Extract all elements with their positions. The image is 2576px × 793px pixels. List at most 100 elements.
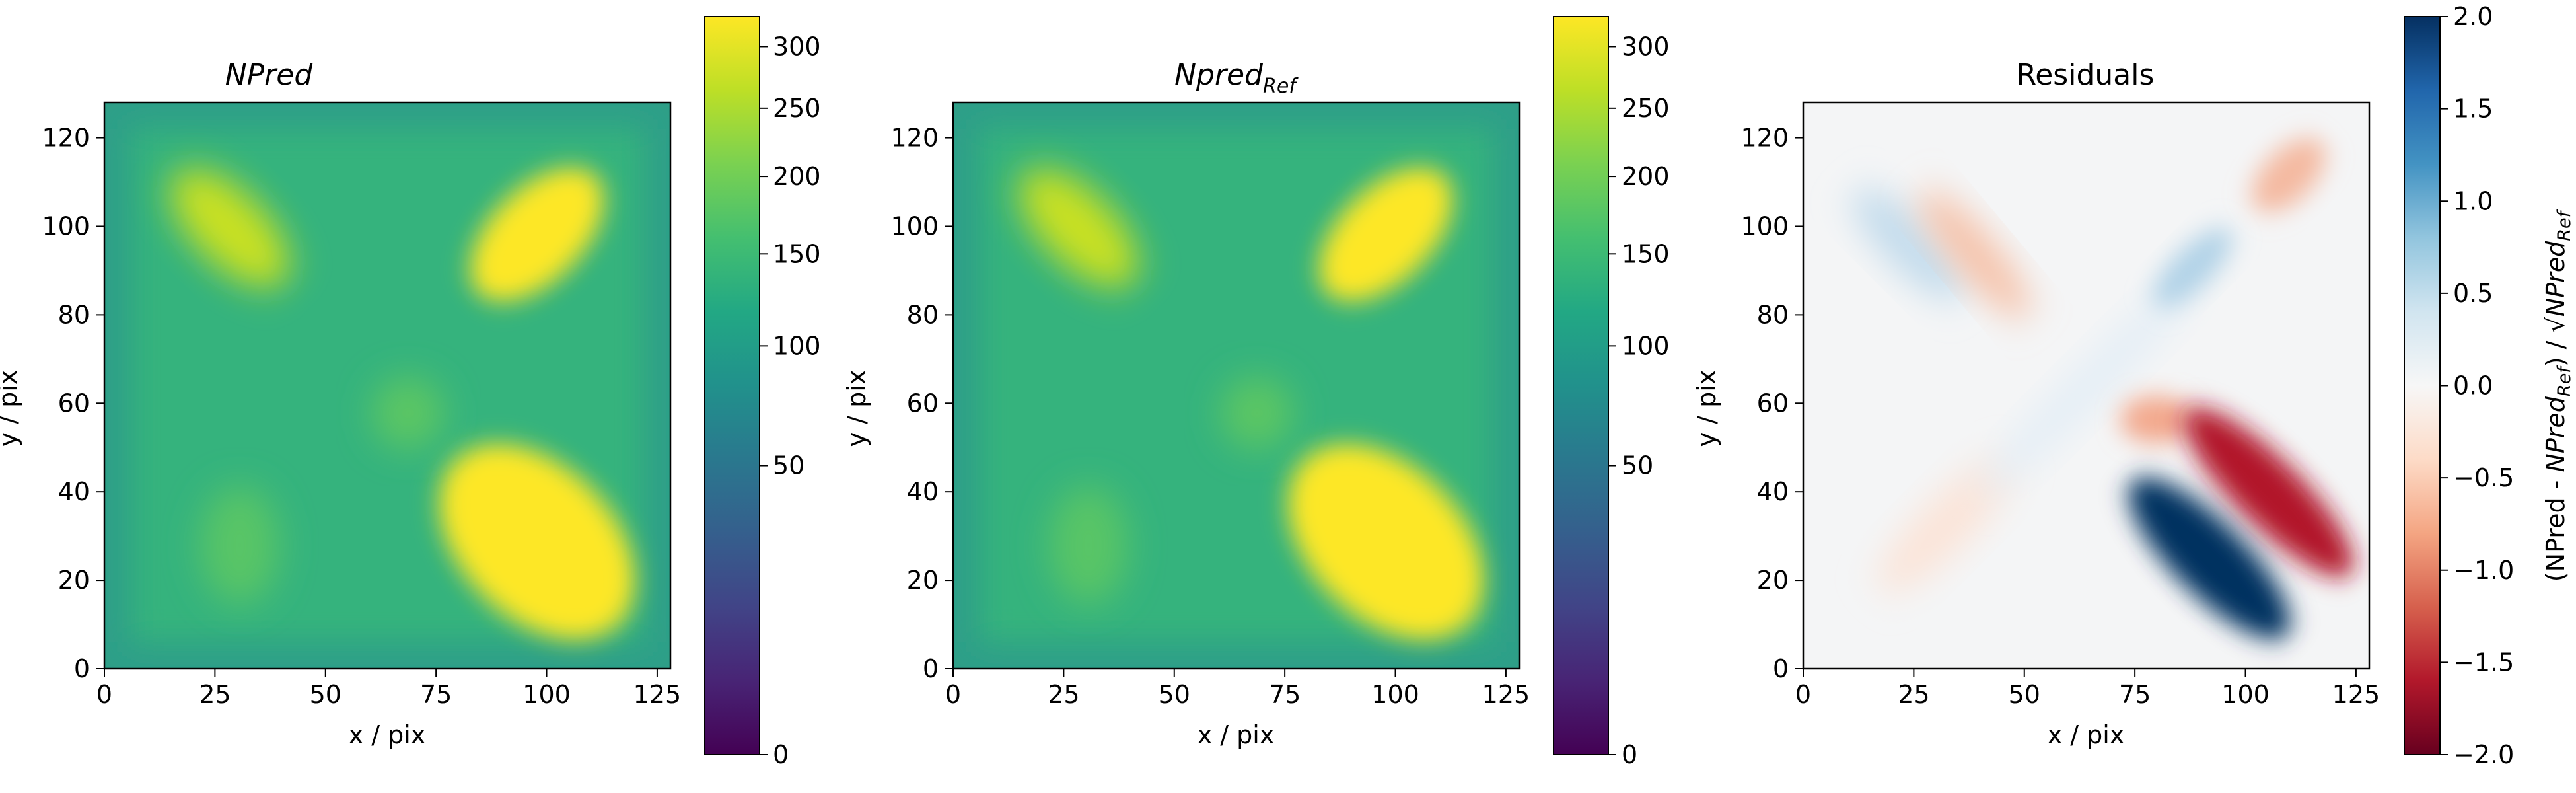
npred-ref-blob-upper-left [1019, 168, 1139, 288]
npred-faint-blob-center [372, 377, 445, 449]
npred-ref-heatmap [952, 101, 1521, 670]
residuals-negative-upper-left [1919, 190, 2031, 319]
residuals-colorbar: 2.0 1.5 1.0 0.5 0.0 −0.5 −1.0 −1.5 −2.0 [2404, 2, 2514, 769]
x-tick-label: 100 [522, 680, 571, 709]
y-tick-label: 60 [1757, 389, 1789, 418]
colorbar-tick-label: 2.0 [2453, 2, 2493, 31]
residuals-x-ticks: 0 25 50 75 100 125 [1795, 669, 2380, 709]
y-tick-label: 100 [42, 211, 90, 241]
x-tick-label: 50 [1159, 680, 1190, 709]
npred-heatmap [103, 101, 672, 670]
colorbar-tick-label: 250 [773, 94, 821, 123]
cbar-label-part-1: (NPred - [2541, 472, 2570, 582]
x-tick-label: 0 [945, 680, 961, 709]
npred-ref-title-subscript: Ref [1263, 75, 1299, 98]
npred-colorbar-ticks: 0 50 100 150 200 250 300 [760, 32, 821, 769]
colorbar-tick-label: 1.5 [2453, 94, 2493, 124]
npred-ref-colorbar-gradient [1553, 16, 1609, 755]
colorbar-tick-label: 50 [773, 451, 805, 480]
npred-ref-blob-lower-right [1287, 443, 1484, 640]
colorbar-tick-label: 250 [1622, 94, 1670, 123]
colorbar-tick-label: 50 [1622, 451, 1653, 480]
y-tick-label: 20 [58, 566, 90, 595]
colorbar-tick-label: 150 [773, 239, 821, 268]
y-tick-label: 80 [58, 300, 90, 329]
x-tick-label: 25 [1898, 680, 1929, 709]
residuals-heatmap [1802, 101, 2371, 670]
cbar-label-part-6: Ref [2554, 209, 2575, 241]
x-tick-label: 25 [199, 680, 231, 709]
npred-x-ticks: 0 25 50 75 100 125 [96, 669, 681, 709]
residuals-frame [1802, 101, 2371, 670]
npred-ylabel: y / pix [0, 370, 22, 447]
colorbar-tick-label: 0 [1622, 740, 1637, 769]
y-tick-label: 120 [1740, 124, 1789, 153]
colorbar-tick-label: 0.0 [2453, 371, 2493, 400]
residuals-ylabel: y / pix [1692, 370, 1721, 447]
npred-ref-title-main: Npred [1174, 58, 1264, 92]
y-tick-label: 120 [890, 124, 939, 153]
npred-title: NPred [225, 58, 314, 92]
colorbar-tick-label: 0.5 [2453, 279, 2493, 308]
npred-ref-colorbar: 0 50 100 150 200 250 300 [1553, 16, 1670, 769]
cbar-label-part-4: ) / √ [2541, 316, 2570, 367]
colorbar-tick-label: 100 [773, 331, 821, 360]
npred-colorbar-gradient [704, 16, 760, 755]
residuals-colorbar-label: (NPred - NPredRef) / √NPredRef [2541, 209, 2575, 582]
y-tick-label: 40 [58, 477, 90, 506]
residuals-positive-upper-right [2153, 227, 2233, 308]
colorbar-tick-label: 150 [1622, 239, 1670, 268]
npred-ref-title: NpredRef [1174, 58, 1299, 98]
npred-colorbar: 0 50 100 150 200 250 300 [704, 16, 821, 769]
y-tick-label: 60 [58, 389, 90, 418]
x-tick-label: 0 [1795, 680, 1811, 709]
y-tick-label: 40 [1757, 477, 1789, 506]
cbar-label-part-2: NPred [2541, 396, 2570, 472]
y-tick-label: 40 [907, 477, 939, 506]
npred-ref-panel: NpredRef 0 25 50 75 100 125 0 20 40 60 80 100 120 x… [842, 16, 1670, 769]
y-tick-label: 20 [1757, 566, 1789, 595]
residuals-xlabel: x / pix [2048, 720, 2125, 749]
colorbar-tick-label: 100 [1622, 331, 1670, 360]
y-tick-label: 60 [907, 389, 939, 418]
npred-ref-frame [952, 101, 1521, 670]
residuals-strong-negative [2184, 407, 2354, 578]
x-tick-label: 75 [420, 680, 452, 709]
npred-xlabel: x / pix [349, 720, 426, 749]
npred-y-ticks: 0 20 40 60 80 100 120 [42, 124, 104, 683]
colorbar-tick-label: 200 [1622, 162, 1670, 191]
x-tick-label: 75 [1269, 680, 1301, 709]
x-tick-label: 75 [2119, 680, 2151, 709]
npred-ref-ylabel: y / pix [842, 370, 871, 447]
y-tick-label: 0 [923, 654, 939, 683]
npred-ref-y-ticks: 0 20 40 60 80 100 120 [890, 124, 953, 683]
cbar-label-part-3: Ref [2554, 365, 2575, 397]
y-tick-label: 100 [890, 211, 939, 241]
y-tick-label: 80 [1757, 300, 1789, 329]
x-tick-label: 25 [1048, 680, 1079, 709]
residuals-title: Residuals [2017, 58, 2155, 92]
y-tick-label: 20 [907, 566, 939, 595]
y-tick-label: 120 [42, 124, 90, 153]
x-tick-label: 100 [2221, 680, 2270, 709]
residuals-strong-positive [2128, 477, 2291, 640]
npred-blob-upper-right [470, 167, 604, 302]
residuals-negative-upper-right [2251, 137, 2326, 213]
residuals-negative-center [2120, 396, 2193, 443]
residuals-colorbar-ticks: 2.0 1.5 1.0 0.5 0.0 −0.5 −1.0 −1.5 −2.0 [2440, 2, 2514, 769]
npred-panel: NPred 0 25 50 75 100 125 0 20 40 60 80 100 120 x / … [0, 16, 821, 769]
residuals-colorbar-gradient [2404, 16, 2441, 755]
npred-ref-faint-blob-lower-left [1049, 486, 1128, 605]
npred-blob-lower-right [439, 443, 635, 640]
x-tick-label: 50 [310, 680, 341, 709]
npred-faint-blob-lower-left [200, 486, 279, 605]
npred-ref-faint-blob-center [1221, 377, 1293, 449]
x-tick-label: 100 [1371, 680, 1419, 709]
y-tick-label: 0 [74, 654, 90, 683]
colorbar-tick-label: 1.0 [2453, 186, 2493, 215]
residuals-panel: Residuals 0 25 50 75 100 125 020406080100120 … [1692, 2, 2575, 769]
x-tick-label: 125 [633, 680, 682, 709]
npred-ref-blob-upper-right [1318, 167, 1453, 302]
colorbar-tick-label: −2.0 [2453, 740, 2514, 769]
